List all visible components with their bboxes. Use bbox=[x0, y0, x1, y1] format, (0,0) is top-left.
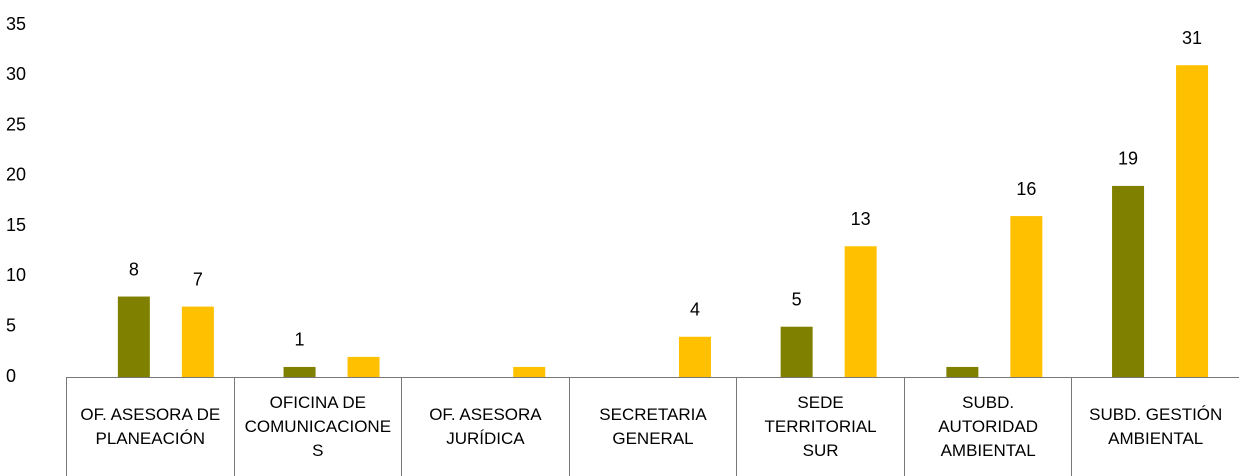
bar bbox=[181, 306, 214, 377]
y-tick-label: 35 bbox=[6, 14, 26, 34]
bar bbox=[1176, 65, 1209, 377]
data-label: 31 bbox=[1182, 28, 1202, 48]
bar bbox=[780, 326, 813, 377]
data-label: 1 bbox=[295, 330, 305, 350]
x-tick-label: OF. ASESORA DE PLANEACIÓN bbox=[66, 377, 235, 476]
bar bbox=[1112, 185, 1145, 377]
bar bbox=[347, 356, 380, 377]
bar bbox=[678, 336, 711, 377]
bar bbox=[117, 296, 150, 377]
bar bbox=[1010, 216, 1043, 377]
bar bbox=[844, 246, 877, 377]
y-tick-label: 5 bbox=[6, 315, 16, 335]
y-tick-label: 20 bbox=[6, 165, 26, 185]
data-label: 16 bbox=[1016, 179, 1036, 199]
x-tick-label: OF. ASESORA JURÍDICA bbox=[401, 377, 570, 476]
x-tick-label: SUBD. AUTORIDAD AMBIENTAL bbox=[903, 377, 1073, 476]
data-label: 8 bbox=[129, 259, 139, 279]
x-tick-label: OFICINA DE COMUNICACIONES bbox=[233, 377, 403, 476]
y-tick-label: 30 bbox=[6, 64, 26, 84]
y-tick-label: 0 bbox=[6, 366, 16, 386]
x-tick-label: SUBD. GESTIÓN AMBIENTAL bbox=[1071, 377, 1239, 476]
bar bbox=[946, 366, 979, 377]
bar bbox=[283, 366, 316, 377]
data-label: 5 bbox=[792, 289, 802, 309]
y-tick-label: 10 bbox=[6, 265, 26, 285]
data-label: 7 bbox=[193, 269, 203, 289]
data-label: 13 bbox=[851, 209, 871, 229]
x-tick-label: SECRETARIA GENERAL bbox=[568, 377, 738, 476]
x-tick-label: SEDE TERRITORIAL SUR bbox=[736, 377, 905, 476]
y-tick-label: 25 bbox=[6, 114, 26, 134]
data-label: 4 bbox=[690, 300, 700, 320]
y-tick-label: 15 bbox=[6, 215, 26, 235]
data-label: 19 bbox=[1118, 149, 1138, 169]
bar bbox=[513, 366, 546, 377]
